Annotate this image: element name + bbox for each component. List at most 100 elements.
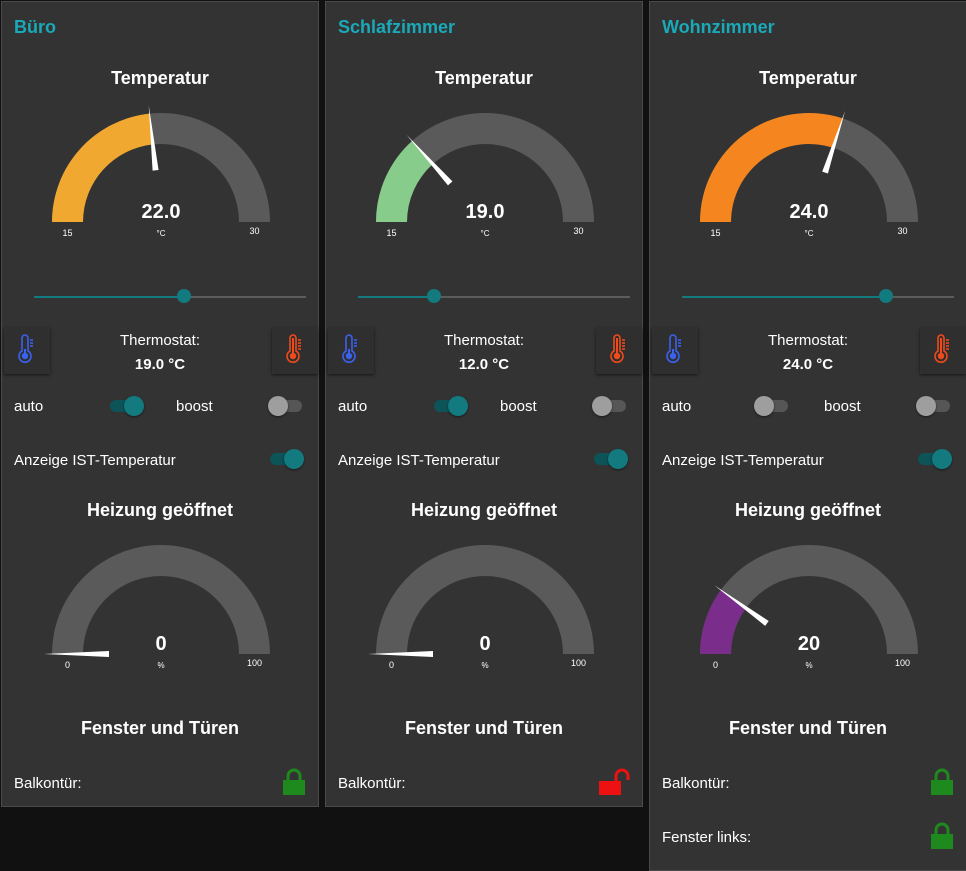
gauge-fill	[700, 112, 843, 222]
auto-label: auto	[662, 398, 692, 415]
temperature-title: Temperatur	[759, 68, 857, 88]
slider-fill	[34, 296, 184, 298]
slider-thumb[interactable]	[879, 289, 893, 303]
slider-fill	[358, 296, 435, 298]
thermometer-cold-icon	[17, 333, 37, 369]
gauge-max-label: 100	[895, 658, 910, 668]
gauge-fill	[52, 113, 153, 222]
ist-temperature-label: Anzeige IST-Temperatur	[662, 452, 824, 469]
gauge-value: 20	[798, 633, 820, 655]
increase-temperature-button[interactable]	[596, 328, 642, 374]
boost-label: boost	[500, 398, 537, 415]
windows-title: Fenster und Türen	[404, 718, 563, 738]
gauge-unit: °C	[157, 229, 166, 238]
window-label: Balkontür:	[14, 775, 82, 792]
gauge-min-label: 0	[389, 660, 394, 670]
thermostat-value: 19.0 °C	[134, 356, 186, 373]
gauge-min-label: 15	[62, 228, 72, 238]
heating-title: Heizung geöffnet	[735, 500, 881, 520]
ist-temperature-toggle[interactable]	[592, 449, 628, 469]
gauge-needle	[44, 651, 109, 657]
thermostat-slider[interactable]	[682, 289, 954, 303]
ist-temperature-label: Anzeige IST-Temperatur	[338, 452, 500, 469]
thermostat-label: Thermostat:	[767, 332, 849, 349]
gauge-needle	[822, 110, 846, 174]
auto-toggle[interactable]	[754, 396, 790, 416]
gauge-max-label: 30	[897, 226, 907, 236]
thermometer-hot-icon	[933, 333, 953, 369]
gauge-min-label: 0	[65, 660, 70, 670]
gauge-max-label: 100	[571, 658, 586, 668]
window-label: Balkontür:	[338, 775, 406, 792]
gauge-value: 0	[479, 633, 490, 655]
slider-thumb[interactable]	[427, 289, 442, 303]
room-panel-schlafzimmer: Schlafzimmer Temperatur 19.0 °C 15 30 Therm…	[325, 1, 643, 807]
decrease-temperature-button[interactable]	[4, 328, 50, 374]
gauge-track	[376, 545, 594, 654]
heating-gauge: 20% 0 100	[700, 545, 918, 670]
gauge-unit: %	[805, 661, 812, 670]
gauge-max-label: 100	[247, 658, 262, 668]
lock-closed-icon	[282, 768, 306, 796]
temperature-title: Temperatur	[435, 68, 533, 88]
room-title: Büro	[14, 17, 56, 37]
boost-label: boost	[824, 398, 861, 415]
temperature-gauge: 24.0 °C 15 30	[700, 110, 918, 238]
ist-temperature-toggle[interactable]	[916, 449, 952, 469]
gauge-unit: °C	[805, 229, 814, 238]
auto-label: auto	[14, 398, 44, 415]
auto-toggle[interactable]	[432, 396, 468, 416]
room-title: Wohnzimmer	[662, 17, 775, 37]
thermostat-slider[interactable]	[358, 289, 630, 303]
gauge-max-label: 30	[249, 226, 259, 236]
thermostat-value: 12.0 °C	[458, 356, 510, 373]
heating-gauge: 0% 0 100	[44, 545, 270, 670]
gauge-track	[52, 545, 270, 654]
gauge-track	[376, 113, 594, 222]
auto-toggle[interactable]	[108, 396, 144, 416]
gauge-min-label: 15	[710, 228, 720, 238]
boost-toggle[interactable]	[268, 396, 304, 416]
temperature-gauge: 22.0 °C 15 30	[52, 105, 270, 238]
temperature-title: Temperatur	[111, 68, 209, 88]
gauge-track	[700, 545, 918, 654]
windows-title: Fenster und Türen	[728, 718, 887, 738]
room-panel-wohnzimmer: Wohnzimmer Temperatur 24.0 °C 15 30 Thermos…	[649, 1, 966, 871]
thermometer-hot-icon	[285, 333, 305, 369]
lock-open-icon	[598, 768, 632, 796]
lock-closed-icon	[930, 822, 954, 850]
slider-thumb[interactable]	[176, 289, 191, 303]
gauge-value: 22.0	[142, 201, 181, 223]
thermometer-cold-icon	[341, 333, 361, 369]
decrease-temperature-button[interactable]	[328, 328, 374, 374]
heating-title: Heizung geöffnet	[87, 500, 233, 520]
window-label: Fenster links:	[662, 829, 752, 846]
thermostat-slider[interactable]	[34, 289, 306, 303]
room-panel-buero: Büro Temperatur 22.0 °C 15 30 Thermostat: 1…	[1, 1, 319, 807]
increase-temperature-button[interactable]	[272, 328, 318, 374]
thermometer-cold-icon	[665, 333, 685, 369]
gauge-unit: %	[481, 661, 488, 670]
gauge-min-label: 0	[713, 660, 718, 670]
gauge-value: 0	[155, 633, 166, 655]
boost-toggle[interactable]	[916, 396, 952, 416]
decrease-temperature-button[interactable]	[652, 328, 698, 374]
gauge-needle	[406, 135, 453, 186]
boost-label: boost	[176, 398, 213, 415]
ist-temperature-toggle[interactable]	[268, 449, 304, 469]
temperature-gauge: 19.0 °C 15 30	[376, 113, 594, 238]
ist-temperature-label: Anzeige IST-Temperatur	[14, 452, 176, 469]
lock-closed-icon	[930, 768, 954, 796]
gauge-needle	[714, 585, 769, 626]
thermostat-label: Thermostat:	[119, 332, 201, 349]
boost-toggle[interactable]	[592, 396, 628, 416]
window-label: Balkontür:	[662, 775, 730, 792]
gauge-needle	[368, 651, 433, 657]
gauge-unit: %	[157, 661, 164, 670]
gauge-min-label: 15	[386, 228, 396, 238]
slider-fill	[682, 296, 886, 298]
increase-temperature-button[interactable]	[920, 328, 966, 374]
heating-gauge: 0% 0 100	[368, 545, 594, 670]
gauge-fill	[700, 589, 746, 654]
auto-label: auto	[338, 398, 368, 415]
